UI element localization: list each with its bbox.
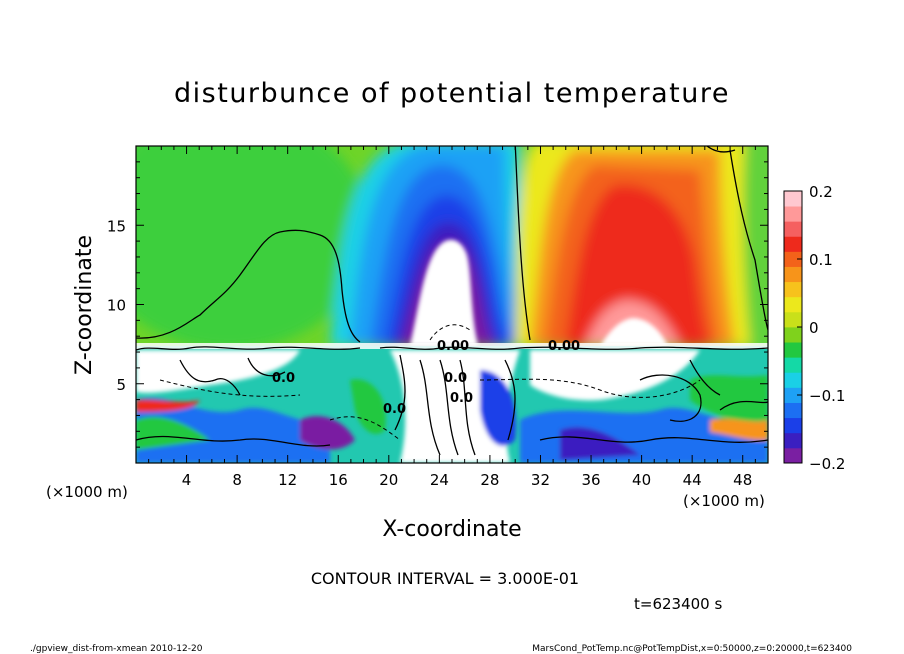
x-tick-label: 12: [278, 471, 297, 489]
cold-core-white: [410, 239, 478, 346]
dashed-contours: [159, 324, 701, 441]
plot-area: 0.00 0.0 0.0 0.00 0.0 0.0: [136, 146, 768, 463]
x-tick-label: 32: [531, 471, 550, 489]
x-tick-label: 44: [683, 471, 702, 489]
contour-label: 0.00: [548, 339, 580, 354]
colorbar: [784, 191, 802, 464]
y-axis-label: Z-coordinate: [72, 235, 97, 375]
colorbar-swatch: [784, 281, 802, 298]
warm-plume-red: [565, 184, 710, 346]
y-tick-label: 10: [107, 297, 126, 315]
x-tick-label: 40: [632, 471, 651, 489]
green-band-left: [136, 146, 370, 350]
lower-blue-center: [480, 370, 516, 446]
colorbar-swatch: [784, 387, 802, 403]
x-axis-label: X-coordinate: [382, 517, 521, 542]
colorbar-swatch: [784, 357, 802, 373]
lower-green-left: [136, 416, 210, 450]
lower-orange-right: [710, 418, 768, 441]
x-tick-label: 48: [733, 471, 752, 489]
contour-label: 0.0: [450, 391, 473, 406]
x-tick-label: 4: [182, 471, 192, 489]
y-axis-ticks: 5 10 15: [107, 161, 768, 448]
colorbar-swatch: [784, 342, 802, 358]
contour-label: 0.0: [272, 371, 295, 386]
colorbar-swatch: [784, 402, 802, 419]
lower-red-streak: [136, 399, 200, 412]
colorbar-swatch: [784, 417, 802, 434]
colorbar-swatch: [784, 191, 802, 207]
colorbar-tick-label: 0.2: [809, 183, 833, 201]
lower-green-right: [690, 375, 768, 422]
footer-left: ./gpview_dist-from-xmean 2010-12-20: [30, 644, 203, 654]
lower-white-left: [136, 350, 300, 393]
colorbar-swatch: [784, 311, 802, 328]
colorbar-tick-label: 0: [809, 319, 819, 337]
contour-label: 0.0: [444, 371, 467, 386]
lower-purple-right: [560, 427, 640, 460]
x-unit-label-right: (×1000 m): [683, 492, 765, 510]
footer-right: MarsCond_PotTemp.nc@PotTempDist,x=0:5000…: [532, 644, 852, 654]
time-label: t=623400 s: [634, 595, 722, 613]
contour-lines: [136, 146, 768, 456]
colorbar-tick-label: 0.1: [809, 251, 833, 269]
contour-value-labels: 0.00 0.0 0.0 0.00 0.0 0.0: [272, 339, 580, 417]
lower-green-center: [350, 379, 386, 434]
colorbar-swatch: [784, 372, 802, 388]
x-tick-label: 8: [232, 471, 242, 489]
contour-interval-text: CONTOUR INTERVAL = 3.000E-01: [311, 569, 579, 588]
colorbar-swatch: [784, 296, 802, 313]
y-tick-label: 5: [116, 376, 126, 394]
colorbar-tick-label: −0.2: [809, 455, 845, 473]
x-tick-label: 20: [379, 471, 398, 489]
contour-label: 0.00: [437, 339, 469, 354]
colorbar-swatch: [784, 432, 802, 449]
colorbar-ticks: 0.2 0.1 0 −0.1 −0.2: [797, 183, 845, 473]
x-axis-ticks: 4 8 12 16 20 24 28 32 36 40 44 48: [148, 146, 756, 489]
colorbar-swatch: [784, 266, 802, 283]
x-tick-label: 16: [329, 471, 348, 489]
lower-purple-left: [300, 416, 355, 450]
x-tick-label: 36: [581, 471, 600, 489]
warm-core-white: [600, 318, 668, 346]
chart-title: disturbunce of potential temperature: [174, 78, 730, 109]
colorbar-tick-label: −0.1: [809, 387, 845, 405]
colorbar-swatch: [784, 251, 802, 267]
colorbar-swatch: [784, 447, 802, 464]
x-tick-label: 28: [480, 471, 499, 489]
contour-label: 0.0: [383, 402, 406, 417]
inversion-band: [136, 343, 768, 349]
lower-blue-left: [136, 397, 330, 463]
colorbar-swatch: [784, 236, 802, 252]
x-tick-label: 24: [430, 471, 449, 489]
lower-white-right: [530, 350, 700, 401]
colorbar-swatch: [784, 206, 802, 222]
colorbar-swatch: [784, 327, 802, 343]
y-tick-label: 15: [107, 217, 126, 235]
colorbar-swatch: [784, 221, 802, 237]
x-unit-label-left: (×1000 m): [46, 483, 128, 501]
